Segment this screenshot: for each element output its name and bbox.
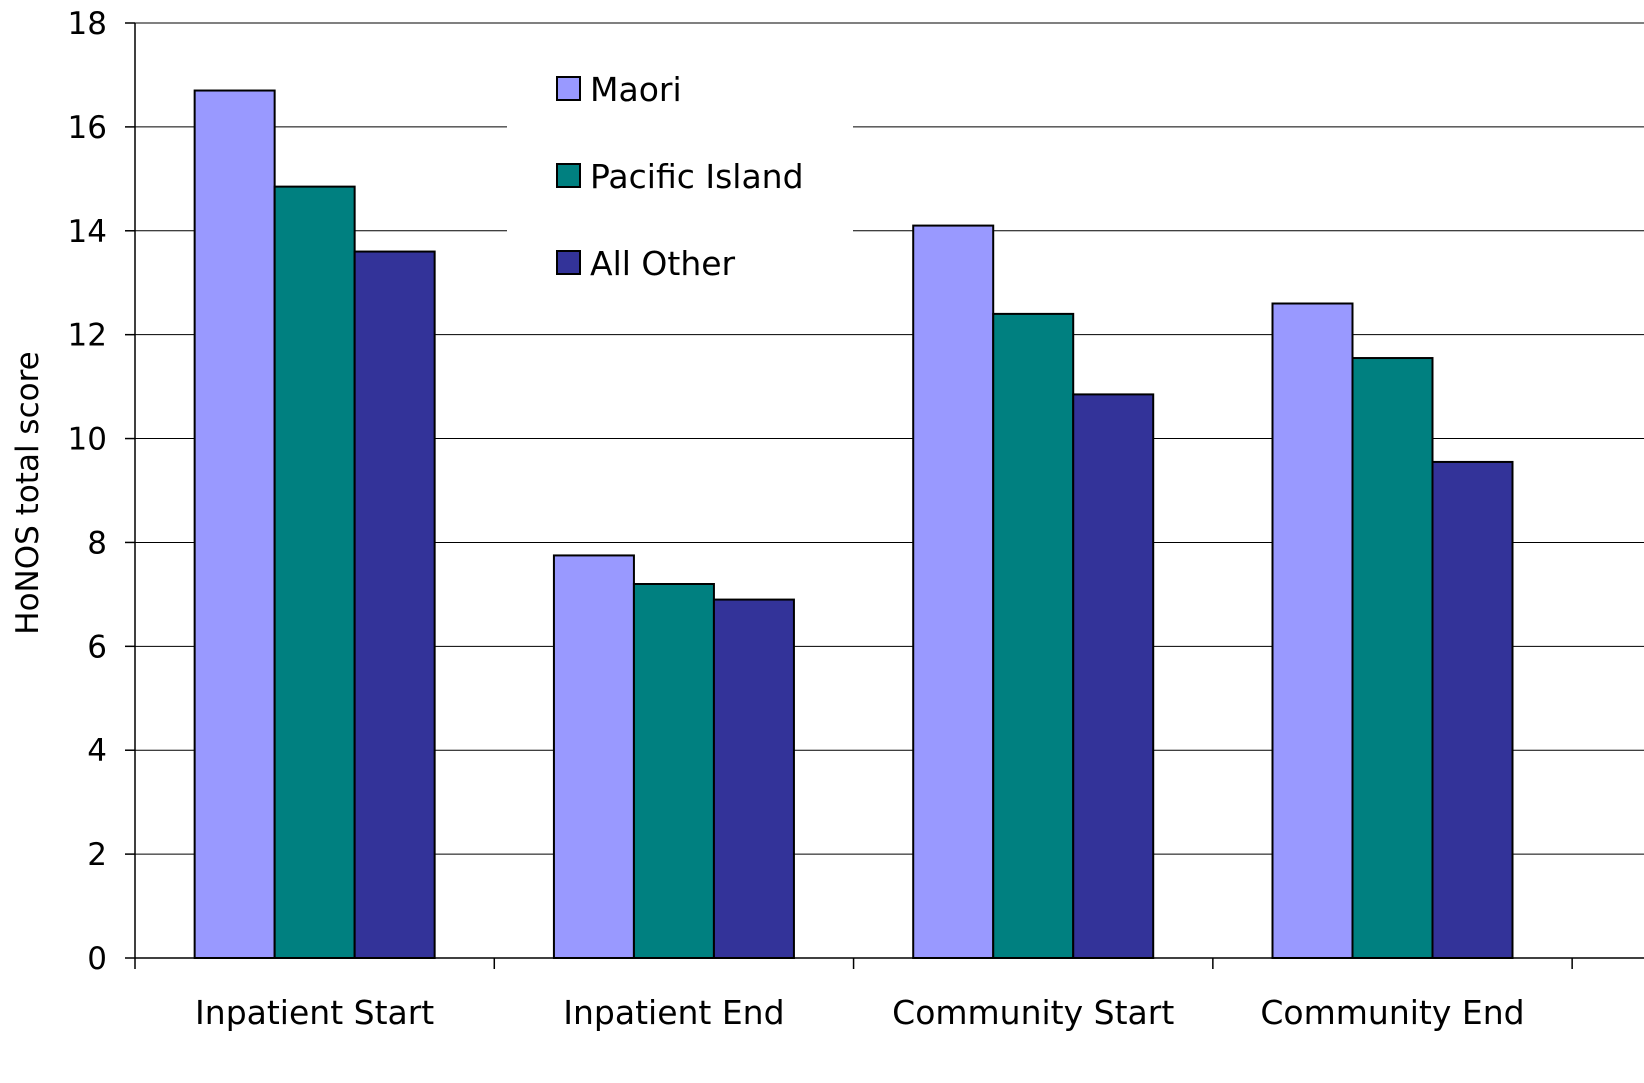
legend-swatch-pacific-island xyxy=(556,163,581,188)
y-tick-label-6: 6 xyxy=(87,629,107,665)
y-tick-label-2: 2 xyxy=(87,837,107,873)
legend-label-pacific-island: Pacific Island xyxy=(590,157,804,196)
x-tick-label-community-end: Community End xyxy=(1260,993,1524,1032)
x-tick-label-inpatient-start: Inpatient Start xyxy=(195,993,434,1032)
legend-swatch-maori xyxy=(556,76,581,101)
bars xyxy=(193,89,1514,960)
bar-maori-inpatient-end xyxy=(552,554,635,959)
bar-pacific-island-community-end xyxy=(1351,357,1434,959)
bar-all-other-community-end xyxy=(1431,460,1514,959)
y-axis-title: HoNOS total score xyxy=(10,351,46,634)
legend-label-all-other: All Other xyxy=(590,244,736,283)
bar-maori-inpatient-start xyxy=(193,89,276,960)
y-tick-label-8: 8 xyxy=(87,525,107,561)
y-tick-label-12: 12 xyxy=(68,318,107,354)
y-tick-label-16: 16 xyxy=(68,110,107,146)
legend: Maori Pacific Island All Other xyxy=(507,60,853,300)
y-tick-label-10: 10 xyxy=(68,422,107,458)
bar-maori-community-start xyxy=(912,224,995,960)
y-tick-label-0: 0 xyxy=(87,941,107,977)
bar-pacific-island-inpatient-end xyxy=(632,583,715,959)
bar-pacific-island-community-start xyxy=(992,312,1075,959)
legend-swatch-all-other xyxy=(556,250,581,275)
legend-label-maori: Maori xyxy=(590,70,682,109)
bar-all-other-community-start xyxy=(1072,393,1155,959)
bar-maori-community-end xyxy=(1271,302,1354,959)
y-tick-label-14: 14 xyxy=(68,214,107,250)
x-tick-label-community-start: Community Start xyxy=(892,993,1174,1032)
y-tick-label-4: 4 xyxy=(87,733,107,769)
bar-all-other-inpatient-start xyxy=(353,250,436,960)
y-tick-label-18: 18 xyxy=(68,6,107,42)
x-tick-label-inpatient-end: Inpatient End xyxy=(563,993,784,1032)
axes: 0 2 4 6 8 10 12 14 16 18 Inpatient Start Inpatient … xyxy=(68,6,1644,1032)
bar-all-other-inpatient-end xyxy=(712,598,795,959)
bar-pacific-island-inpatient-start xyxy=(273,185,356,959)
